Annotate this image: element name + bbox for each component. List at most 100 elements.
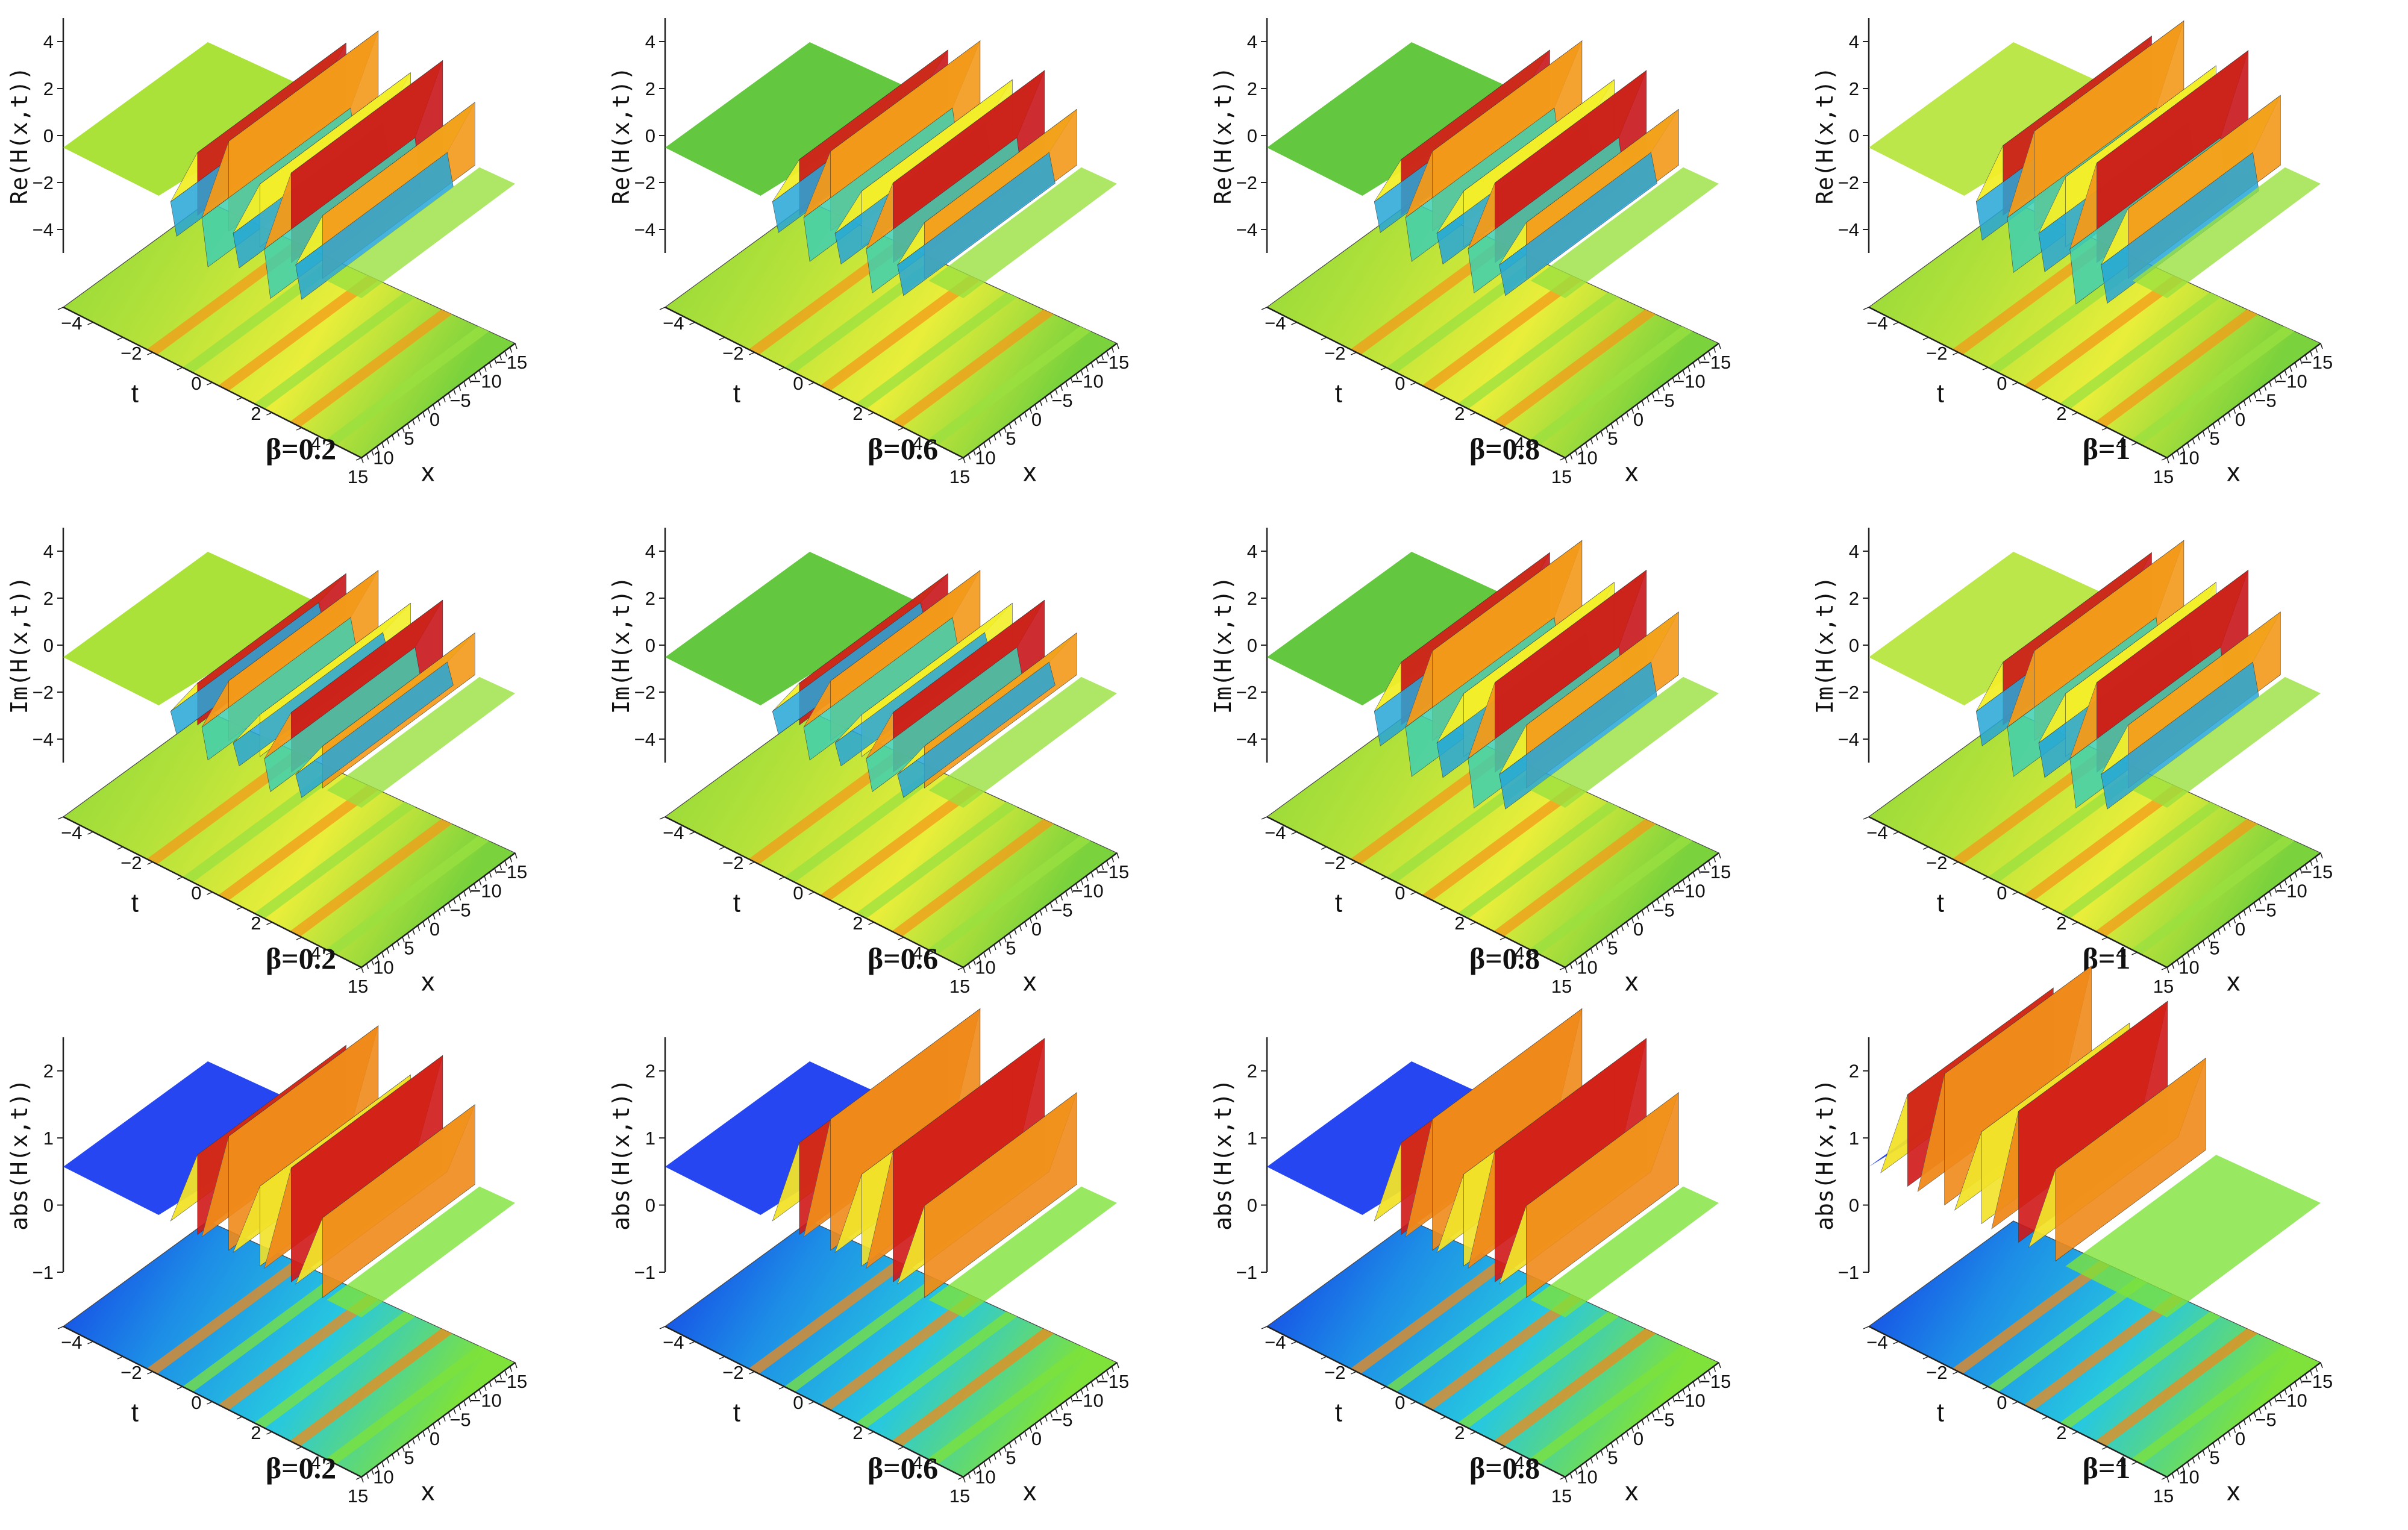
x-minor-tick [1019, 1435, 1022, 1441]
x-minor-tick [499, 1373, 502, 1380]
t-minor-tick [326, 442, 332, 446]
z-axis-label: abs(H(x,t)) [608, 1079, 634, 1231]
t-tick-label: −4 [1265, 822, 1286, 843]
x-minor-tick [1086, 875, 1089, 882]
x-minor-tick [1590, 1458, 1593, 1464]
x-minor-tick [499, 354, 502, 361]
x-minor-tick [1080, 370, 1084, 376]
x-axis-label: x [1023, 967, 1036, 997]
x-minor-tick [2192, 439, 2195, 445]
t-minor-tick [147, 352, 153, 355]
z-tick-label: −2 [1838, 682, 1859, 703]
x-minor-tick [417, 925, 421, 931]
x-minor-tick [499, 864, 502, 870]
x-tick-label: −5 [2255, 899, 2276, 920]
x-minor-tick [1014, 1438, 1017, 1444]
x-minor-tick [2253, 902, 2257, 908]
t-minor-tick [1321, 846, 1327, 850]
x-minor-tick [437, 400, 441, 407]
panel-caption: β=0.2 [265, 941, 337, 975]
z-tick-label: −2 [1236, 682, 1257, 703]
panel-caption: β=0.6 [867, 1451, 939, 1485]
z-tick-label: −4 [33, 219, 54, 240]
t-minor-tick [2131, 1461, 2137, 1465]
x-minor-tick [1080, 1389, 1084, 1395]
x-minor-tick [2171, 963, 2175, 969]
t-minor-tick [147, 1371, 153, 1375]
t-tick-label: −2 [1324, 1362, 1345, 1383]
x-tick-label: −5 [1653, 390, 1674, 411]
t-tick-label: 4 [2116, 1452, 2126, 1473]
x-minor-tick [1039, 910, 1043, 916]
x-minor-tick [422, 411, 425, 418]
t-tick-label: 4 [310, 433, 321, 454]
x-minor-tick [1070, 887, 1074, 893]
z-axis-label: Re(H(x,t)) [1210, 67, 1236, 205]
z-tick-label: 4 [1247, 541, 1257, 562]
t-minor-tick [749, 861, 755, 865]
t-minor-tick [266, 922, 272, 925]
x-minor-tick [2284, 879, 2288, 885]
t-minor-tick [1380, 1386, 1387, 1390]
x-minor-tick [1626, 921, 1629, 928]
plot-panel: 4 2 0 −2 −4 Re(H(x,t)) −4 −2 0 2 4 t 15 10 5 0 −5 −10 −15 x… [602, 0, 1204, 510]
x-tick-label: 10 [1577, 447, 1597, 468]
t-minor-tick [355, 1476, 362, 1480]
x-minor-tick [993, 1454, 996, 1460]
x-minor-tick [422, 921, 425, 928]
z-tick-label: 1 [1849, 1128, 1859, 1149]
x-minor-tick [2166, 1476, 2169, 1483]
x-minor-tick [2274, 887, 2277, 893]
x-minor-tick [973, 450, 976, 456]
plot-panel: 2 1 0 −1 abs(H(x,t)) −4 −2 0 2 4 t 15 10 5 0 −5 −10 −15 x β… [1204, 1008, 1806, 1529]
t-minor-tick [2012, 382, 2018, 386]
x-minor-tick [1116, 343, 1119, 349]
t-tick-label: 2 [251, 1422, 261, 1443]
t-axis-label: t [131, 888, 139, 918]
x-tick-label: 10 [975, 1466, 995, 1487]
x-minor-tick [1682, 370, 1686, 376]
x-minor-tick [968, 1473, 971, 1479]
z-axis-label: Im(H(x,t)) [1210, 576, 1236, 714]
x-minor-tick [392, 434, 395, 441]
x-minor-tick [1070, 377, 1074, 384]
x-minor-tick [494, 1378, 497, 1384]
x-minor-tick [443, 1416, 446, 1422]
x-minor-tick [1667, 1400, 1670, 1407]
x-minor-tick [998, 1450, 1002, 1456]
x-minor-tick [1090, 362, 1094, 368]
x-minor-tick [983, 1461, 986, 1467]
t-minor-tick [1863, 1326, 1869, 1329]
x-tick-label: 15 [949, 976, 970, 997]
x-minor-tick [1657, 389, 1660, 395]
x-minor-tick [1065, 1400, 1068, 1407]
surface-wave-trough [897, 661, 1055, 798]
base-stripe [2059, 292, 2221, 409]
x-minor-tick [2166, 967, 2169, 973]
x-tick-label: −10 [470, 1390, 502, 1411]
plot-panel: 2 1 0 −1 abs(H(x,t)) −4 −2 0 2 4 t 15 10 5 0 −5 −10 −15 x β… [0, 1019, 602, 1529]
t-tick-label: 2 [251, 913, 261, 934]
t-minor-tick [1351, 352, 1357, 355]
plot-panel: 4 2 0 −2 −4 Im(H(x,t)) −4 −2 0 2 4 t 15 10 5 0 −5 −10 −15 x… [602, 510, 1204, 1019]
base-stripe [1529, 1345, 1693, 1464]
z-tick-label: 1 [1247, 1128, 1257, 1149]
x-tick-label: −5 [1653, 899, 1674, 920]
x-minor-tick [376, 955, 380, 962]
t-tick-label: 2 [1454, 1422, 1465, 1443]
surface-tail-region [1530, 1186, 1719, 1317]
x-minor-tick [484, 366, 487, 372]
t-minor-tick [296, 1446, 302, 1450]
t-minor-tick [355, 967, 362, 970]
x-minor-tick [2187, 442, 2190, 448]
x-minor-tick [1718, 852, 1721, 859]
t-minor-tick [1559, 457, 1566, 461]
x-minor-tick [1039, 400, 1043, 407]
z-tick-label: 2 [1849, 1061, 1859, 1082]
t-minor-tick [1530, 1461, 1536, 1465]
x-minor-tick [1718, 1362, 1721, 1369]
t-minor-tick [2101, 937, 2108, 940]
t-minor-tick [689, 831, 695, 835]
x-minor-tick [2197, 1454, 2200, 1460]
